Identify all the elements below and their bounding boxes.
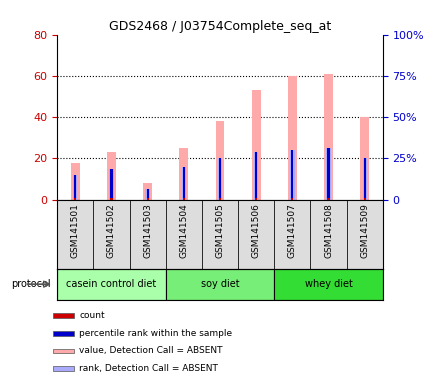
Text: count: count — [79, 311, 105, 320]
Text: soy diet: soy diet — [201, 279, 239, 289]
Bar — [327, 198, 330, 200]
Bar — [216, 121, 224, 200]
Bar — [274, 269, 383, 300]
Bar — [363, 198, 366, 200]
Text: protocol: protocol — [11, 279, 51, 289]
Text: GSM141505: GSM141505 — [216, 203, 224, 258]
Text: GSM141509: GSM141509 — [360, 203, 369, 258]
Bar — [347, 200, 383, 269]
Bar — [290, 150, 294, 200]
Bar — [238, 200, 274, 269]
Bar — [183, 198, 185, 200]
Bar — [291, 198, 293, 200]
Bar — [288, 76, 297, 200]
Bar — [73, 175, 77, 200]
Bar — [255, 198, 257, 200]
Bar — [129, 200, 166, 269]
Bar — [166, 269, 274, 300]
Text: percentile rank within the sample: percentile rank within the sample — [79, 329, 232, 338]
Bar — [255, 152, 257, 200]
Bar — [182, 167, 186, 200]
Bar — [219, 198, 221, 200]
Bar — [311, 200, 347, 269]
Text: GSM141508: GSM141508 — [324, 203, 333, 258]
Bar — [147, 189, 149, 200]
Text: GSM141507: GSM141507 — [288, 203, 297, 258]
Title: GDS2468 / J03754Complete_seq_at: GDS2468 / J03754Complete_seq_at — [109, 20, 331, 33]
Bar — [53, 331, 74, 336]
Text: whey diet: whey diet — [304, 279, 352, 289]
Bar — [57, 200, 93, 269]
Bar — [180, 148, 188, 200]
Bar — [53, 349, 74, 353]
Bar — [109, 169, 114, 200]
Text: GSM141506: GSM141506 — [252, 203, 260, 258]
Bar — [93, 200, 129, 269]
Bar — [146, 189, 150, 200]
Bar — [57, 269, 166, 300]
Bar — [274, 200, 311, 269]
Bar — [53, 366, 74, 371]
Bar — [291, 150, 293, 200]
Bar — [74, 198, 77, 200]
Bar — [110, 198, 113, 200]
Text: GSM141504: GSM141504 — [180, 203, 188, 258]
Bar — [326, 148, 331, 200]
Text: value, Detection Call = ABSENT: value, Detection Call = ABSENT — [79, 346, 223, 356]
Bar — [218, 159, 222, 200]
Bar — [166, 200, 202, 269]
Bar — [363, 159, 366, 200]
Bar — [324, 74, 333, 200]
Bar — [107, 152, 116, 200]
Text: GSM141503: GSM141503 — [143, 203, 152, 258]
Bar — [110, 169, 113, 200]
Text: rank, Detection Call = ABSENT: rank, Detection Call = ABSENT — [79, 364, 218, 373]
Bar — [147, 198, 149, 200]
Text: GSM141502: GSM141502 — [107, 203, 116, 258]
Bar — [327, 148, 330, 200]
Text: GSM141501: GSM141501 — [71, 203, 80, 258]
Bar — [252, 90, 260, 200]
Bar — [360, 117, 369, 200]
Bar — [143, 183, 152, 200]
Bar — [202, 200, 238, 269]
Bar — [183, 167, 185, 200]
Bar — [219, 159, 221, 200]
Bar — [363, 159, 367, 200]
Bar — [74, 175, 77, 200]
Bar — [53, 313, 74, 318]
Bar — [71, 162, 80, 200]
Text: casein control diet: casein control diet — [66, 279, 157, 289]
Bar — [254, 152, 258, 200]
